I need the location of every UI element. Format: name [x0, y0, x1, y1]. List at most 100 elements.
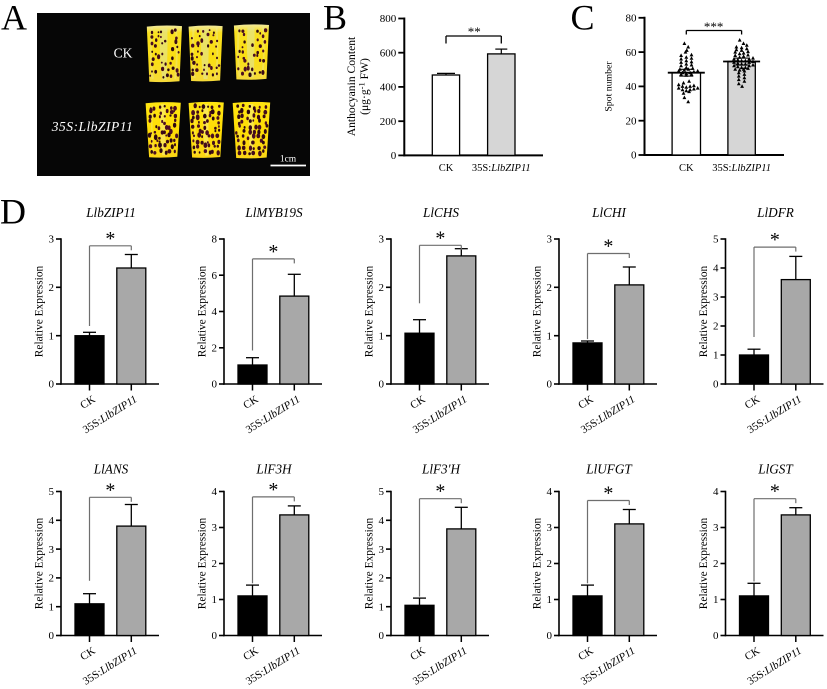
svg-text:1: 1: [713, 350, 719, 362]
svg-text:2: 2: [547, 282, 553, 294]
svg-text:2: 2: [713, 558, 719, 570]
svg-text:Relative Expression: Relative Expression: [34, 517, 46, 609]
svg-text:4: 4: [547, 486, 553, 498]
svg-text:8: 8: [212, 234, 218, 246]
svg-text:A: A: [1, 0, 27, 38]
svg-text:3: 3: [379, 544, 385, 556]
svg-text:0: 0: [379, 630, 385, 642]
svg-text:LlbZIP11: LlbZIP11: [85, 205, 136, 220]
svg-text:Relative Expression: Relative Expression: [197, 517, 209, 609]
svg-text:2: 2: [547, 558, 553, 570]
svg-text:CK: CK: [743, 645, 762, 663]
svg-text:CK: CK: [439, 163, 454, 174]
svg-text:4: 4: [713, 263, 719, 275]
svg-text:40: 40: [626, 81, 638, 93]
svg-text:0: 0: [379, 379, 385, 391]
svg-text:2: 2: [379, 573, 385, 585]
svg-text:3: 3: [49, 544, 55, 556]
svg-text:2: 2: [49, 282, 55, 294]
svg-text:0: 0: [713, 630, 719, 642]
svg-text:2: 2: [713, 321, 719, 333]
svg-text:3: 3: [379, 234, 385, 246]
svg-text:**: **: [468, 24, 481, 39]
svg-text:B: B: [323, 0, 347, 38]
svg-text:CK: CK: [743, 393, 762, 411]
svg-text:0: 0: [391, 150, 397, 162]
svg-text:4: 4: [379, 515, 385, 527]
svg-text:LlANS: LlANS: [93, 462, 129, 477]
svg-text:0: 0: [212, 379, 218, 391]
svg-text:3: 3: [547, 234, 553, 246]
svg-text:0: 0: [49, 630, 55, 642]
svg-text:4: 4: [49, 515, 55, 527]
svg-text:5: 5: [713, 234, 719, 246]
svg-text:35S:LlbZIP11: 35S:LlbZIP11: [51, 119, 134, 134]
svg-text:6: 6: [212, 270, 218, 282]
svg-text:3: 3: [713, 292, 719, 304]
svg-text:4: 4: [212, 486, 218, 498]
svg-text:3: 3: [212, 522, 218, 534]
svg-text:CK: CK: [679, 163, 694, 174]
svg-text:5: 5: [379, 486, 385, 498]
svg-text:*: *: [770, 229, 780, 251]
svg-text:CK: CK: [576, 393, 595, 411]
svg-text:*: *: [770, 481, 780, 503]
svg-text:Relative Expression: Relative Expression: [532, 265, 544, 357]
svg-text:4: 4: [212, 306, 218, 318]
svg-text:C: C: [571, 0, 595, 38]
svg-text:1: 1: [379, 601, 385, 613]
svg-text:1: 1: [49, 601, 55, 613]
svg-text:0: 0: [49, 379, 55, 391]
svg-text:2: 2: [49, 573, 55, 585]
svg-text:1: 1: [379, 330, 385, 342]
svg-text:0: 0: [547, 379, 553, 391]
svg-text:Relative Expression: Relative Expression: [698, 265, 710, 357]
svg-text:60: 60: [626, 47, 638, 59]
svg-text:Anthocyanin Content: Anthocyanin Content: [345, 36, 358, 136]
svg-text:CK: CK: [576, 645, 595, 663]
svg-text:3: 3: [713, 522, 719, 534]
svg-text:LlGST: LlGST: [757, 462, 794, 477]
svg-text:200: 200: [380, 116, 397, 128]
svg-text:CK: CK: [114, 46, 133, 61]
svg-text:LlF3H: LlF3H: [255, 462, 293, 477]
svg-text:Relative Expression: Relative Expression: [364, 517, 376, 609]
svg-text:4: 4: [713, 486, 719, 498]
svg-text:0: 0: [547, 630, 553, 642]
svg-text:CK: CK: [241, 645, 260, 663]
svg-text:1: 1: [547, 594, 553, 606]
svg-text:Relative Expression: Relative Expression: [197, 265, 209, 357]
svg-text:0: 0: [713, 379, 719, 391]
svg-text:LlCHI: LlCHI: [591, 205, 626, 220]
svg-text:Spot number: Spot number: [604, 61, 615, 112]
svg-text:2: 2: [212, 558, 218, 570]
svg-text:35S:LlbZIP11: 35S:LlbZIP11: [472, 163, 531, 174]
svg-text:3: 3: [547, 522, 553, 534]
svg-text:600: 600: [380, 47, 397, 59]
svg-text:Relative Expression: Relative Expression: [34, 265, 46, 357]
svg-text:35S:LlbZIP11: 35S:LlbZIP11: [712, 163, 771, 174]
svg-text:1: 1: [547, 330, 553, 342]
svg-text:Relative Expression: Relative Expression: [364, 265, 376, 357]
svg-text:0: 0: [212, 630, 218, 642]
svg-text:D: D: [0, 191, 26, 231]
svg-text:*: *: [603, 483, 613, 505]
svg-text:400: 400: [380, 82, 397, 94]
svg-text:1: 1: [212, 594, 218, 606]
svg-text:80: 80: [626, 13, 638, 25]
svg-text:1: 1: [49, 330, 55, 342]
svg-text:20: 20: [626, 115, 638, 127]
svg-text:5: 5: [49, 486, 55, 498]
svg-text:CK: CK: [78, 645, 97, 663]
svg-text:*: *: [105, 228, 115, 250]
svg-text:(μg·g-1 FW): (μg·g-1 FW): [357, 58, 372, 115]
svg-text:*: *: [435, 227, 445, 249]
svg-text:2: 2: [379, 282, 385, 294]
svg-text:800: 800: [380, 13, 397, 25]
svg-text:*: *: [105, 479, 115, 501]
svg-text:*: *: [603, 236, 613, 258]
svg-text:*: *: [268, 241, 278, 263]
svg-text:*: *: [435, 481, 445, 503]
svg-text:1cm: 1cm: [280, 155, 297, 165]
svg-text:0: 0: [631, 150, 637, 162]
